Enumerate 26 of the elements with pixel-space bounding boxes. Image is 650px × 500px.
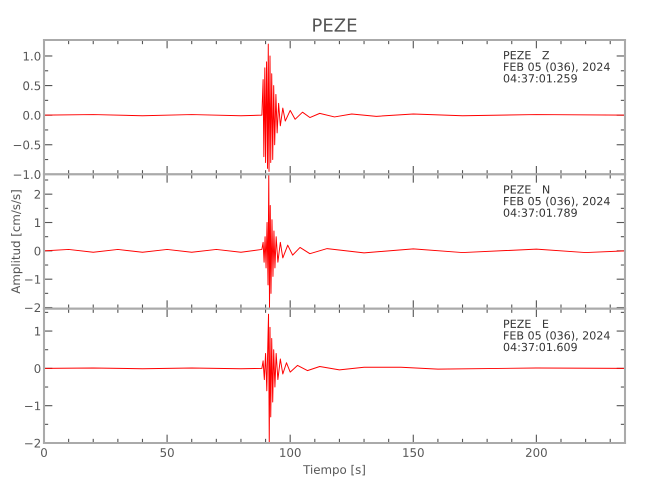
y-tick-label: −0.5	[14, 140, 40, 150]
y-tick-label: −1	[25, 275, 40, 284]
annotation: PEZE Z FEB 05 (036), 2024 04:37:01.259	[504, 51, 610, 83]
y-tick-label: 1	[35, 326, 40, 336]
x-tick-label: 100	[280, 448, 301, 457]
x-tick-label: 50	[160, 448, 174, 457]
y-tick-label: −2	[25, 303, 40, 312]
y-tick-label: 0.5	[23, 81, 40, 90]
x-tick-label: 150	[403, 448, 424, 457]
y-tick-label: 0.0	[23, 110, 40, 120]
y-tick-label: 2	[34, 190, 40, 199]
line-series	[44, 44, 625, 172]
y-tick-label: −1.0	[14, 170, 40, 179]
y-tick-label: −2	[25, 438, 40, 448]
x-axis-title: Tiempo [s]	[303, 464, 365, 476]
x-tick-label: 200	[526, 448, 547, 457]
chart-title: PEZE	[313, 18, 356, 32]
y-tick-label: 1.0	[24, 52, 40, 61]
y-tick-label: 0	[34, 364, 40, 374]
y-tick-label: −1	[25, 402, 40, 410]
x-tick-label: 0	[41, 448, 47, 457]
annotation: PEZE E FEB 05 (036), 2024 04:37:01.609	[504, 320, 610, 352]
y-axis-title: Amplitud [cm/s/s]	[11, 190, 22, 294]
y-tick-label: 1	[35, 218, 40, 227]
y-tick-label: 0	[34, 246, 40, 256]
annotation: PEZE N FEB 05 (036), 2024 04:37:01.789	[504, 185, 610, 217]
